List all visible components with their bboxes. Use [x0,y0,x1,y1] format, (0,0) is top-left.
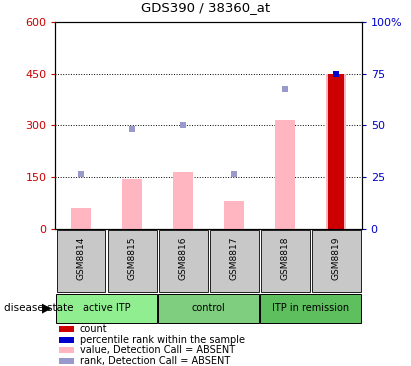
Text: active ITP: active ITP [83,303,130,313]
Text: control: control [192,303,226,313]
Text: count: count [80,324,108,334]
Bar [260,294,361,323]
Bar [58,347,74,353]
Text: percentile rank within the sample: percentile rank within the sample [80,335,245,345]
Text: ▶: ▶ [42,302,52,315]
Bar [58,326,74,332]
Text: GSM8814: GSM8814 [76,236,85,280]
Bar [326,74,346,229]
Text: GSM8819: GSM8819 [332,236,341,280]
Text: GSM8815: GSM8815 [127,236,136,280]
Text: ITP in remission: ITP in remission [272,303,349,313]
Bar [275,120,296,229]
Bar [210,230,259,291]
Text: disease state: disease state [4,303,74,313]
Text: GSM8817: GSM8817 [230,236,239,280]
Bar [312,230,361,291]
Bar [224,201,244,229]
Bar [58,358,74,364]
Text: GSM8816: GSM8816 [178,236,187,280]
Bar [56,230,106,291]
Text: rank, Detection Call = ABSENT: rank, Detection Call = ABSENT [80,356,230,366]
Text: value, Detection Call = ABSENT: value, Detection Call = ABSENT [80,345,235,355]
Bar [173,172,193,229]
Bar [122,179,142,229]
Bar [159,230,208,291]
Text: GSM8818: GSM8818 [281,236,290,280]
Bar [261,230,309,291]
Bar [71,208,91,229]
Text: GDS390 / 38360_at: GDS390 / 38360_at [141,1,270,14]
Bar [108,230,157,291]
Bar [56,294,157,323]
Bar [158,294,259,323]
Bar [328,74,344,229]
Bar [58,337,74,343]
